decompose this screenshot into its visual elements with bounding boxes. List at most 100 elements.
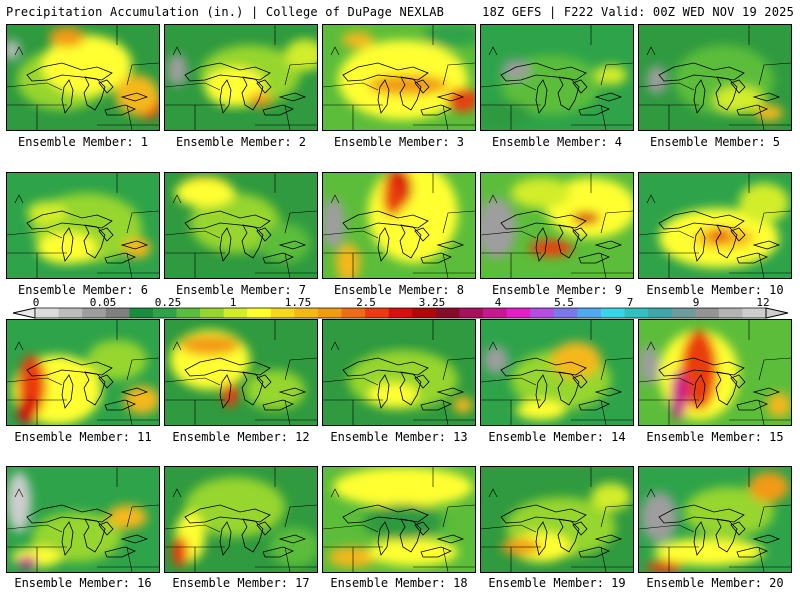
lake-outline (120, 387, 149, 397)
lake-outline (83, 224, 106, 259)
lake-outline (256, 227, 272, 242)
lake-outline (83, 518, 106, 553)
scale-swatch (35, 308, 60, 318)
state-border (165, 377, 221, 386)
lake-outline (500, 62, 587, 82)
state-border (7, 82, 63, 91)
precip-area (124, 386, 159, 414)
scale-label: 5.5 (554, 296, 574, 309)
lake-outline (98, 227, 114, 242)
lake-outline (715, 518, 738, 553)
color-scale-bar (12, 307, 789, 319)
scale-swatch (223, 308, 248, 318)
precip-area (27, 201, 67, 225)
state-border (126, 546, 133, 572)
member-label: Ensemble Member: 10 (646, 283, 784, 297)
lake-outline (414, 227, 430, 242)
precip-area (654, 538, 764, 566)
precip-area (511, 178, 571, 208)
state-border (14, 341, 24, 351)
lake-outline (83, 371, 106, 406)
precip-area (333, 467, 473, 507)
precip-area (749, 472, 789, 502)
state-border (639, 82, 695, 91)
lake-outline (120, 534, 149, 544)
state-border (600, 504, 633, 528)
lake-outline (342, 357, 429, 377)
scale-swatch (600, 308, 626, 318)
precip-area (383, 180, 403, 216)
precip-area (7, 40, 20, 60)
lake-outline (184, 210, 271, 230)
lake-outline (98, 374, 114, 389)
state-border (284, 504, 317, 528)
lake-outline (377, 374, 390, 409)
lake-outline (730, 521, 746, 536)
ensemble-member-map (480, 466, 634, 573)
scale-swatch (483, 308, 508, 318)
lake-outline (715, 224, 738, 259)
lake-outline (414, 79, 430, 94)
state-border (126, 504, 159, 528)
scale-swatch (129, 308, 154, 318)
member-label: Ensemble Member: 4 (491, 135, 623, 149)
lake-outline (120, 92, 149, 102)
precip-area (342, 32, 374, 48)
precip-area (336, 243, 360, 278)
state-border (165, 524, 221, 533)
state-border (758, 104, 765, 130)
precip-area (529, 240, 573, 256)
ensemble-member-map (638, 172, 792, 279)
lake-outline (594, 92, 623, 102)
lake-outline (752, 240, 781, 250)
lake-outline (730, 227, 746, 242)
state-border (126, 399, 133, 425)
state-border (442, 62, 475, 86)
lake-outline (377, 79, 390, 114)
precip-area (17, 396, 37, 424)
scale-swatch (530, 308, 555, 318)
state-border (14, 488, 24, 498)
member-label: Ensemble Member: 11 (14, 430, 152, 444)
precip-area (681, 330, 717, 410)
lake-outline (61, 521, 74, 556)
lake-outline (342, 504, 429, 524)
scale-swatch (412, 308, 437, 318)
lake-outline (278, 387, 307, 397)
state-border (442, 399, 449, 425)
scale-swatch (270, 308, 295, 318)
scale-label: 9 (692, 296, 700, 309)
lake-outline (557, 76, 580, 111)
lake-outline (500, 210, 587, 230)
scale-swatch (247, 308, 272, 318)
lake-outline (500, 504, 587, 524)
precip-area (572, 212, 600, 224)
ensemble-member-map (322, 319, 476, 426)
state-border (600, 546, 607, 572)
ensemble-member-map (322, 172, 476, 279)
precip-area (115, 75, 159, 115)
member-label: Ensemble Member: 1 (17, 135, 149, 149)
state-border (639, 524, 695, 533)
state-border (481, 377, 537, 386)
state-border (284, 546, 291, 572)
lake-outline (61, 227, 74, 262)
lake-outline (572, 227, 588, 242)
ensemble-member-map (6, 172, 160, 279)
precip-area (647, 66, 667, 94)
precip-area (167, 54, 187, 86)
lake-outline (535, 79, 548, 114)
precip-area (671, 370, 687, 420)
precip-area (172, 537, 188, 567)
lake-outline (342, 62, 429, 82)
scale-arrow-left (12, 307, 36, 319)
state-border (758, 210, 791, 234)
lake-outline (436, 240, 465, 250)
lake-outline (752, 534, 781, 544)
lake-outline (278, 92, 307, 102)
state-border (126, 104, 133, 130)
state-border (442, 252, 449, 278)
lake-outline (500, 357, 587, 377)
precip-area (363, 504, 443, 540)
lake-outline (730, 79, 746, 94)
